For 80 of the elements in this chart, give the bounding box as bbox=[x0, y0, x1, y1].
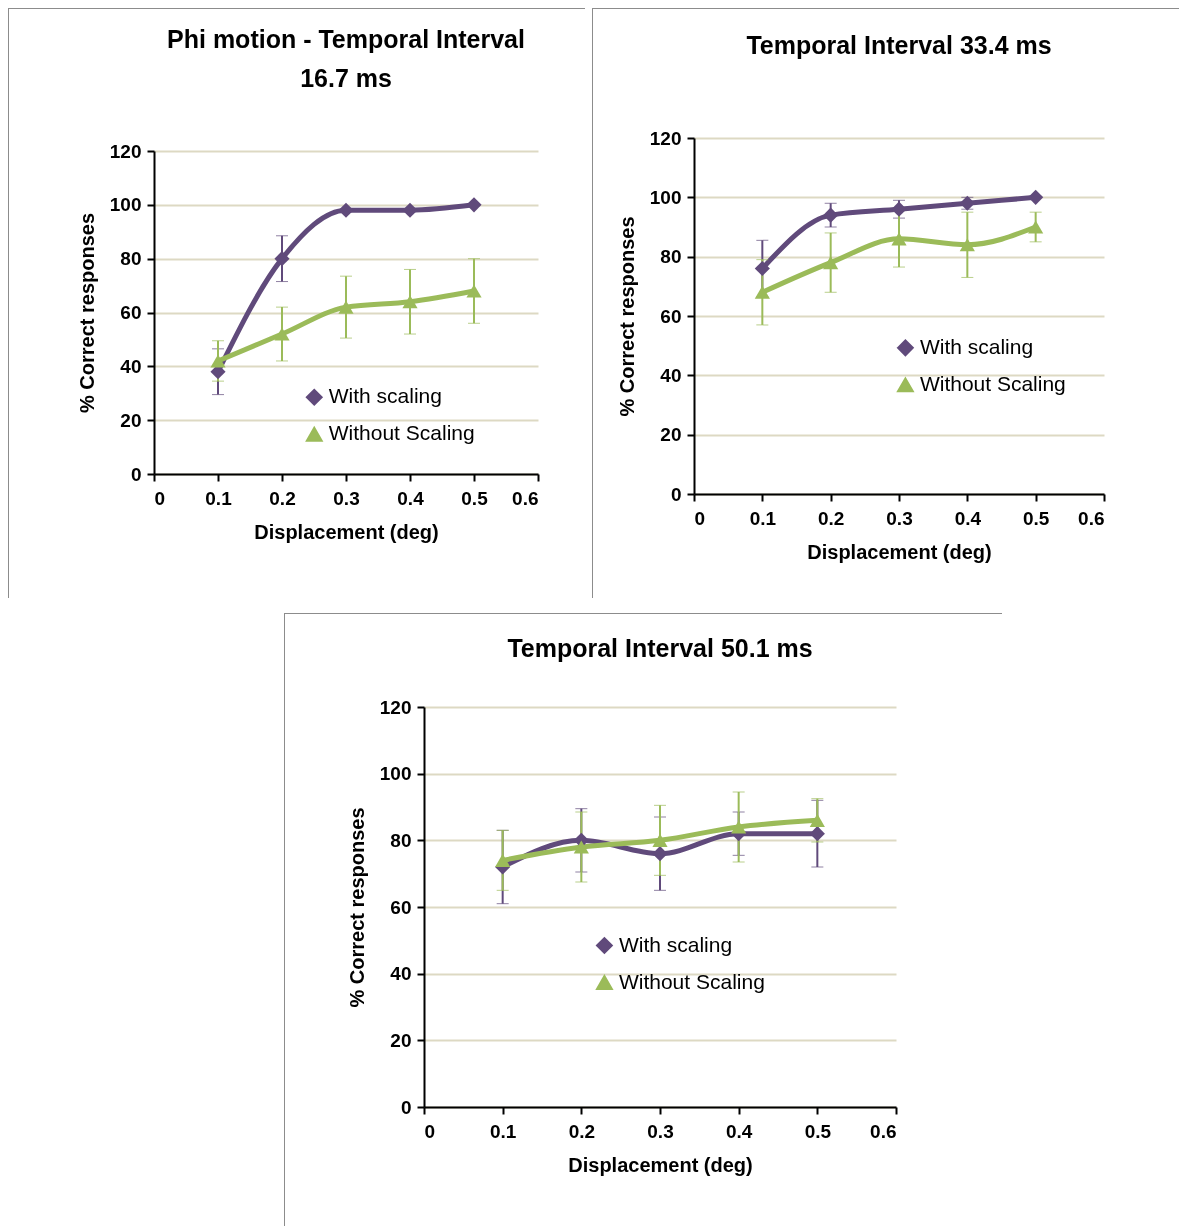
x-tick-label: 0.4 bbox=[954, 507, 982, 529]
x-tick-label: 0.5 bbox=[804, 1120, 832, 1142]
point bbox=[652, 833, 668, 847]
x-tick-label: 0.2 bbox=[817, 507, 845, 529]
x-tick-label: 0.2 bbox=[568, 1120, 596, 1142]
point bbox=[495, 853, 511, 867]
x-tick-label: 0.6 bbox=[1078, 507, 1105, 529]
y-tick-label: 120 bbox=[109, 140, 142, 162]
legend-label: Without Scaling bbox=[618, 969, 765, 993]
y-tick-label: 80 bbox=[660, 246, 682, 268]
x-tick-label: 0 bbox=[694, 507, 706, 529]
y-tick-label: 100 bbox=[649, 186, 682, 208]
x-tick-label: 0.5 bbox=[461, 487, 489, 509]
x-tick-label: 0.1 bbox=[489, 1120, 517, 1142]
x-tick-label: 0.6 bbox=[512, 487, 539, 509]
x-tick-label: 0.4 bbox=[725, 1120, 753, 1142]
x-tick-label: 0.4 bbox=[397, 487, 425, 509]
point bbox=[823, 256, 839, 270]
x-axis-title: Displacement (deg) bbox=[807, 540, 992, 563]
y-tick-label: 0 bbox=[400, 1096, 412, 1118]
point bbox=[823, 207, 839, 223]
point bbox=[402, 295, 418, 309]
y-tick-label: 120 bbox=[379, 696, 412, 718]
y-tick-label: 80 bbox=[390, 829, 412, 851]
y-tick-label: 60 bbox=[120, 302, 142, 323]
legend-label: With scaling bbox=[328, 384, 442, 408]
point bbox=[466, 284, 482, 298]
chart-title: Phi motion - Temporal Interval 16.7 ms bbox=[167, 25, 525, 92]
y-axis-title: % Correct responses bbox=[615, 216, 638, 417]
x-tick-label: 0.2 bbox=[269, 487, 296, 509]
point bbox=[338, 202, 354, 218]
point bbox=[731, 820, 747, 834]
y-axis-title: % Correct responses bbox=[75, 212, 98, 414]
x-tick-label: 0.1 bbox=[749, 507, 777, 529]
point bbox=[274, 327, 290, 341]
point bbox=[573, 840, 589, 854]
y-tick-label: 20 bbox=[120, 409, 142, 431]
x-tick-label: 0.3 bbox=[333, 487, 360, 509]
point bbox=[809, 813, 825, 827]
point bbox=[1028, 189, 1044, 205]
x-tick-label: 0.6 bbox=[870, 1120, 897, 1142]
y-tick-label: 20 bbox=[660, 424, 682, 446]
y-axis-title: % Correct responses bbox=[345, 807, 368, 1008]
y-tick-label: 40 bbox=[120, 355, 142, 377]
point bbox=[274, 251, 290, 267]
y-tick-label: 80 bbox=[120, 248, 142, 270]
legend-label: With scaling bbox=[618, 932, 733, 956]
x-axis-title: Displacement (deg) bbox=[254, 520, 439, 543]
point bbox=[809, 826, 825, 842]
y-tick-label: 40 bbox=[390, 963, 412, 985]
y-tick-label: 120 bbox=[649, 127, 682, 149]
chart-title: Temporal Interval 33.4 ms bbox=[746, 31, 1052, 59]
point bbox=[210, 354, 226, 368]
x-tick-label: 0.3 bbox=[647, 1120, 674, 1142]
point bbox=[754, 260, 770, 277]
y-tick-label: 60 bbox=[660, 305, 682, 327]
x-tick-label: 0 bbox=[154, 487, 166, 509]
y-tick-label: 100 bbox=[109, 194, 142, 216]
y-tick-label: 60 bbox=[390, 896, 412, 918]
y-tick-label: 100 bbox=[379, 763, 412, 785]
point bbox=[959, 238, 975, 252]
x-tick-label: 0.5 bbox=[1022, 507, 1050, 529]
chart-title: Temporal Interval 50.1 ms bbox=[507, 634, 813, 662]
legend-label: Without Scaling bbox=[328, 421, 475, 445]
point bbox=[652, 846, 668, 862]
legend-label: With scaling bbox=[919, 334, 1034, 358]
x-tick-label: 0.3 bbox=[886, 507, 913, 529]
y-tick-label: 20 bbox=[390, 1029, 412, 1051]
point bbox=[891, 232, 907, 246]
legend-label: Without Scaling bbox=[919, 371, 1066, 395]
point bbox=[338, 300, 354, 314]
y-tick-label: 0 bbox=[130, 463, 142, 485]
x-tick-label: 0 bbox=[424, 1120, 436, 1142]
x-tick-label: 0.1 bbox=[205, 487, 233, 509]
point bbox=[466, 197, 482, 213]
y-tick-label: 40 bbox=[660, 364, 682, 386]
point bbox=[754, 285, 770, 299]
point bbox=[1028, 220, 1044, 234]
x-axis-title: Displacement (deg) bbox=[568, 1153, 753, 1176]
point bbox=[402, 202, 418, 218]
